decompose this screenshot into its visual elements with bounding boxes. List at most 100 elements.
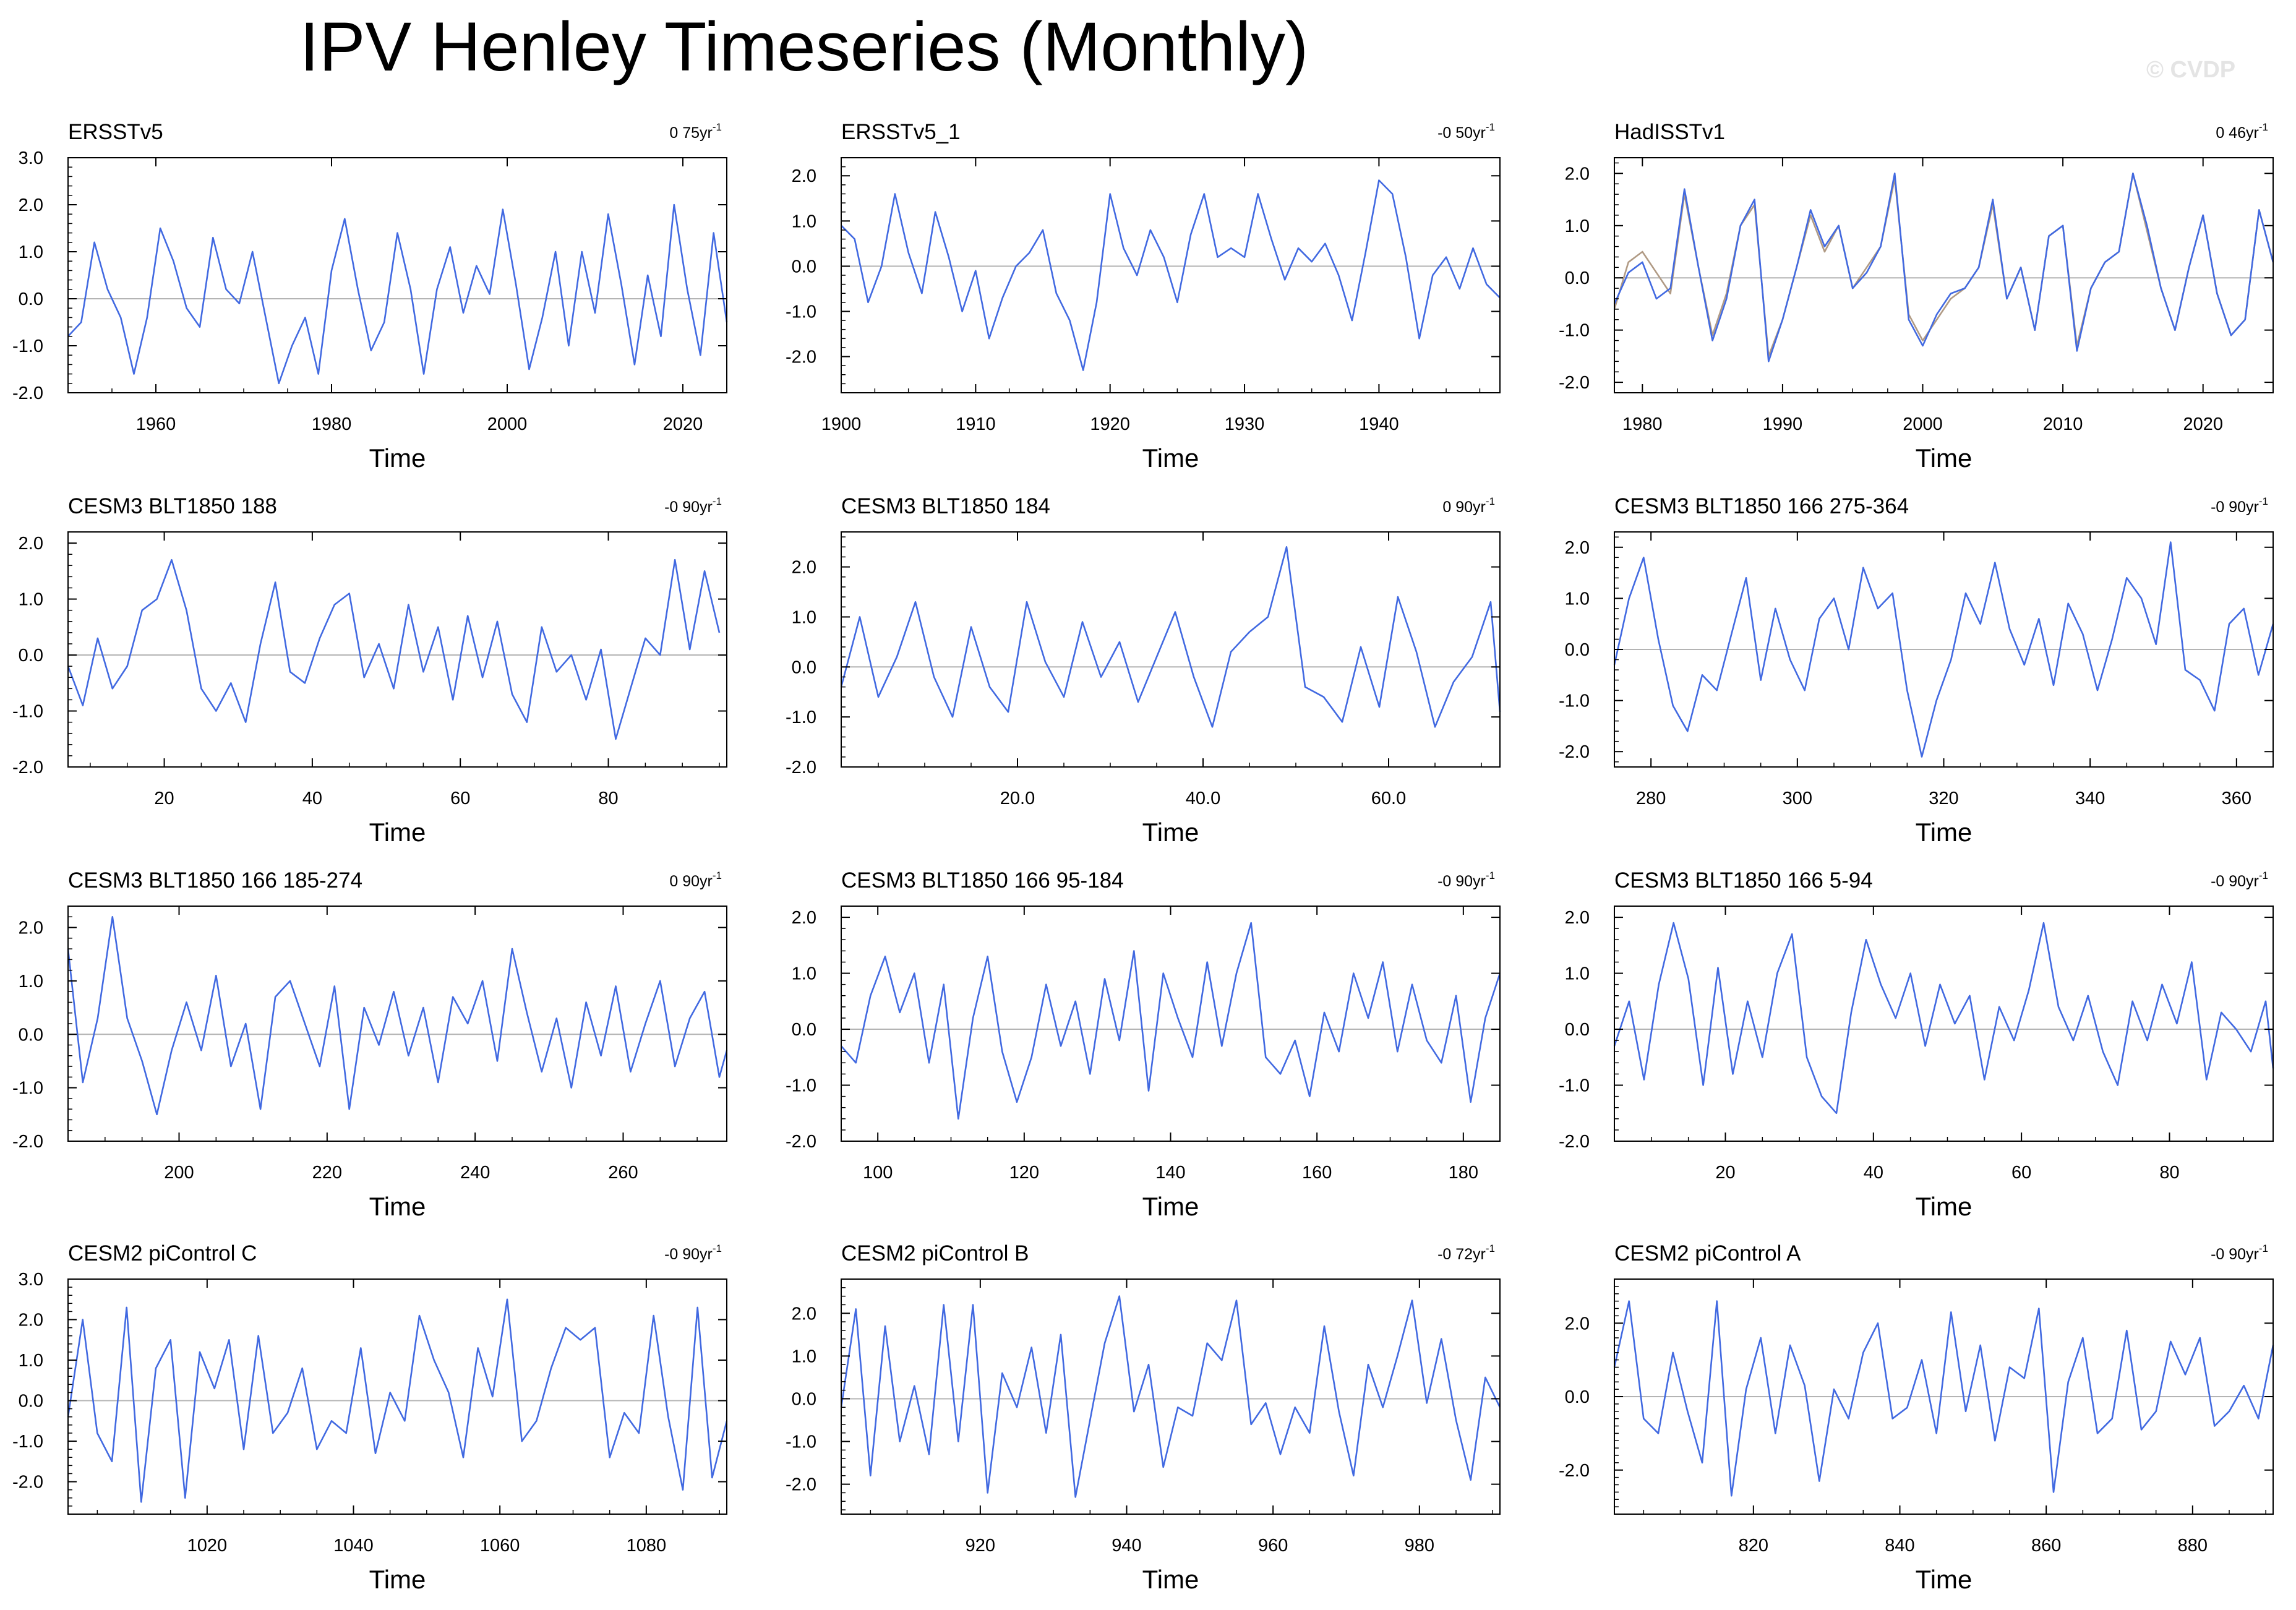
plot-frame [841,531,1501,768]
series-line [1613,541,2274,758]
y-tick-label: 1.0 [792,964,816,984]
plot-frame [841,157,1501,393]
x-tick-label: 820 [1739,1536,1768,1556]
watermark: © CVDP [2146,57,2236,83]
panel-title: CESM3 BLT1850 166 275-364 [1614,494,1909,518]
y-tick-label: 1.0 [792,607,816,627]
trend-label: -0 90yr-1 [2211,495,2268,516]
x-tick-label: 1040 [333,1536,374,1556]
chart-panel: 920 940 960 980 2.0 1.0 0.0 -1.0 -2.0 CESM2 piCon… [786,1241,1501,1594]
series-line [67,1298,728,1503]
trend-label: -0 90yr-1 [2211,870,2268,890]
y-tick-label: 2.0 [1565,538,1590,558]
x-axis-label: Time [1916,1565,1973,1594]
x-tick-label: 320 [1929,789,1958,808]
x-tick-label: 2010 [2043,414,2083,434]
y-tick-label: 0.0 [792,257,816,276]
y-tick-label: 1.0 [19,590,43,610]
x-tick-label: 920 [966,1536,995,1556]
x-tick-label: 40.0 [1186,789,1220,808]
trend-label: -0 90yr-1 [664,495,722,516]
x-axis-label: Time [369,1192,426,1221]
y-tick-label: -2.0 [786,758,816,777]
trend-exponent: -1 [2259,495,2268,507]
y-tick-label: -2.0 [12,1132,43,1152]
x-axis-label: Time [369,1565,426,1594]
x-tick-label: 860 [2031,1536,2061,1556]
series-line [67,559,721,740]
y-tick-label: -1.0 [786,302,816,322]
x-tick-label: 1900 [821,414,862,434]
x-tick-label: 1980 [1622,414,1663,434]
x-axis-label: Time [1142,1565,1199,1594]
y-tick-label: -2.0 [1559,1132,1590,1152]
trend-label: -0 50yr-1 [1437,121,1495,142]
x-tick-label: 1990 [1763,414,1803,434]
y-tick-label: 0.0 [1565,1020,1590,1040]
panel-title: CESM3 BLT1850 166 5-94 [1614,868,1873,893]
y-tick-label: 0.0 [1565,640,1590,660]
trend-label: 0 90yr-1 [669,870,722,890]
x-tick-label: 2020 [2183,414,2223,434]
trend-label: 0 75yr-1 [669,121,722,142]
y-tick-label: 0.0 [19,289,43,309]
y-tick-label: -2.0 [12,1473,43,1492]
plot-frame [67,1278,727,1515]
y-tick-label: 1.0 [19,1351,43,1371]
y-tick-label: 0.0 [1565,1387,1590,1407]
plot-frame [1614,906,2274,1142]
x-tick-label: 60 [450,789,470,808]
y-tick-label: 2.0 [792,166,816,186]
y-tick-label: -2.0 [1559,373,1590,393]
x-tick-label: 2020 [663,414,703,434]
trend-exponent: -1 [1486,1243,1495,1254]
x-tick-label: 1080 [627,1536,667,1556]
y-tick-label: 3.0 [19,148,43,168]
x-tick-label: 1920 [1090,414,1130,434]
y-tick-label: 2.0 [1565,908,1590,928]
series-line [1613,922,2274,1115]
y-tick-label: -1.0 [12,702,43,722]
trend-exponent: -1 [2259,1243,2268,1254]
x-axis-label: Time [1916,818,1973,847]
y-tick-label: 2.0 [1565,1314,1590,1334]
y-tick-label: 1.0 [1565,964,1590,984]
x-tick-label: 1060 [480,1536,520,1556]
y-tick-label: 1.0 [792,212,816,231]
series-line [841,179,1501,371]
x-tick-label: 840 [1885,1536,1914,1556]
chart-panel: 820 840 860 880 2.0 0.0 -2.0 CESM2 piControl A -… [1559,1241,2274,1594]
y-tick-label: -1.0 [786,708,816,727]
series-line [1613,173,2274,362]
x-axis-label: Time [369,443,426,473]
x-tick-label: 2000 [1903,414,1943,434]
plot-frame [67,531,727,768]
x-tick-label: 960 [1258,1536,1288,1556]
y-tick-label: 2.0 [792,908,816,928]
y-tick-label: 1.0 [1565,589,1590,609]
chart-panel: 1900 1910 1920 1930 1940 2.0 1.0 0.0 -1.0 -2.0 ERS… [786,120,1501,473]
panel-title: ERSSTv5_1 [841,120,961,144]
chart-panel: 1960 1980 2000 2020 3.0 2.0 1.0 0.0 -1.0 -2.0 ERSS… [12,120,728,473]
x-tick-label: 60 [2011,1163,2031,1183]
y-tick-label: -1.0 [12,336,43,356]
y-tick-label: 2.0 [19,195,43,215]
chart-panel: 20 40 60 80 2.0 1.0 0.0 -1.0 -2.0 CESM3 BLT1850 1… [12,494,727,847]
y-tick-label: 2.0 [19,918,43,938]
x-tick-label: 140 [1155,1163,1185,1183]
y-tick-label: 0.0 [792,1020,816,1040]
trend-label: -0 90yr-1 [664,1243,722,1263]
chart-panel: 280 300 320 340 360 2.0 1.0 0.0 -1.0 -2.0 CESM3 BL… [1559,494,2274,847]
y-tick-label: 0.0 [1565,268,1590,288]
x-tick-label: 120 [1009,1163,1039,1183]
chart-panel: 200 220 240 260 2.0 1.0 0.0 -1.0 -2.0 CESM3 BLT18… [12,868,728,1221]
x-tick-label: 980 [1405,1536,1434,1556]
x-axis-label: Time [1142,443,1199,473]
x-tick-label: 1020 [187,1536,228,1556]
chart-panel: 1980 1990 2000 2010 2020 2.0 1.0 0.0 -1.0 -2.0 Had… [1559,120,2274,473]
x-axis-label: Time [369,818,426,847]
trend-exponent: -1 [713,870,722,881]
y-tick-label: 0.0 [19,646,43,666]
trend-exponent: -1 [2259,870,2268,881]
trend-exponent: -1 [713,495,722,507]
